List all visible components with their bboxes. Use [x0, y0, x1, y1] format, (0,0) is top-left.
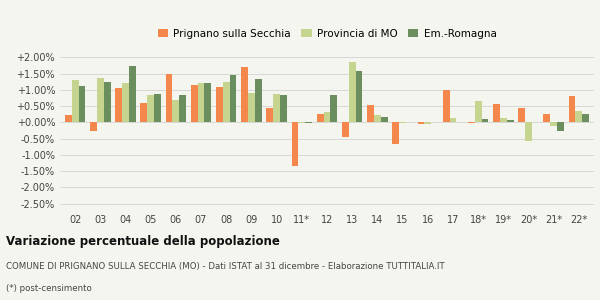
- Bar: [507, 120, 514, 122]
- Bar: [147, 95, 154, 122]
- Bar: [418, 122, 424, 124]
- Bar: [500, 118, 507, 122]
- Bar: [323, 112, 331, 122]
- Legend: Prignano sulla Secchia, Provincia di MO, Em.-Romagna: Prignano sulla Secchia, Provincia di MO,…: [154, 24, 500, 43]
- Bar: [544, 114, 550, 122]
- Bar: [493, 104, 500, 122]
- Bar: [349, 62, 356, 122]
- Text: COMUNE DI PRIGNANO SULLA SECCHIA (MO) - Dati ISTAT al 31 dicembre - Elaborazione: COMUNE DI PRIGNANO SULLA SECCHIA (MO) - …: [6, 262, 445, 271]
- Bar: [79, 86, 85, 122]
- Bar: [550, 122, 557, 126]
- Bar: [518, 108, 525, 122]
- Bar: [223, 82, 230, 122]
- Bar: [140, 103, 147, 122]
- Bar: [569, 96, 575, 122]
- Bar: [216, 87, 223, 122]
- Bar: [90, 122, 97, 131]
- Bar: [115, 88, 122, 122]
- Bar: [266, 108, 273, 122]
- Text: (*) post-censimento: (*) post-censimento: [6, 284, 92, 293]
- Bar: [72, 80, 79, 122]
- Bar: [65, 115, 72, 122]
- Bar: [248, 93, 255, 122]
- Bar: [292, 122, 298, 166]
- Bar: [172, 100, 179, 122]
- Bar: [317, 114, 323, 122]
- Bar: [367, 105, 374, 122]
- Bar: [557, 122, 564, 131]
- Bar: [273, 94, 280, 122]
- Bar: [305, 122, 312, 123]
- Bar: [280, 95, 287, 122]
- Bar: [197, 83, 205, 122]
- Bar: [104, 82, 110, 122]
- Bar: [443, 90, 449, 122]
- Text: Variazione percentuale della popolazione: Variazione percentuale della popolazione: [6, 235, 280, 248]
- Bar: [97, 78, 104, 122]
- Bar: [525, 122, 532, 141]
- Bar: [482, 119, 488, 122]
- Bar: [205, 83, 211, 122]
- Bar: [191, 85, 197, 122]
- Bar: [298, 122, 305, 123]
- Bar: [230, 75, 236, 122]
- Bar: [166, 74, 172, 122]
- Bar: [342, 122, 349, 137]
- Bar: [154, 94, 161, 122]
- Bar: [582, 114, 589, 122]
- Bar: [449, 118, 457, 122]
- Bar: [399, 122, 406, 123]
- Bar: [241, 67, 248, 122]
- Bar: [424, 122, 431, 124]
- Bar: [374, 115, 381, 122]
- Bar: [392, 122, 399, 145]
- Bar: [475, 101, 482, 122]
- Bar: [468, 122, 475, 123]
- Bar: [331, 95, 337, 122]
- Bar: [356, 71, 362, 122]
- Bar: [129, 66, 136, 122]
- Bar: [381, 116, 388, 122]
- Bar: [179, 95, 186, 122]
- Bar: [255, 79, 262, 122]
- Bar: [122, 83, 129, 122]
- Bar: [575, 111, 582, 122]
